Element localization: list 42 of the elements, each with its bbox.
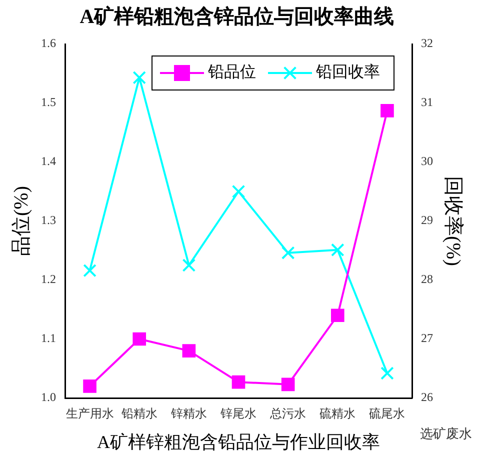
point xyxy=(330,243,344,257)
point xyxy=(132,70,146,84)
y-tick-label: 1.3 xyxy=(41,213,56,228)
chart-title: A矿样铅粗泡含锌品位与回收率曲线 xyxy=(80,5,394,28)
point xyxy=(232,184,246,198)
y-tick-label: 1.2 xyxy=(41,272,56,286)
x-tick-label: 锌尾水 xyxy=(220,406,256,420)
x-axis-title: A矿样锌粗泡含铅品位与作业回收率 xyxy=(97,432,380,452)
x-tick-label: 锌精水 xyxy=(170,406,207,420)
y2-tick-label: 32 xyxy=(421,36,433,50)
y-tick-label: 1.5 xyxy=(41,95,56,110)
x-tick-label: 总污水 xyxy=(269,406,306,420)
text: 选矿废水 xyxy=(420,426,472,441)
y2-tick-label: 26 xyxy=(421,390,433,404)
x-tick-label: 硫精水 xyxy=(320,406,356,420)
point xyxy=(83,380,96,393)
point xyxy=(330,308,344,322)
y2-axis-title: 回收率(%) xyxy=(442,176,464,266)
y2-tick-label: 27 xyxy=(421,331,433,346)
x-tick-label: 铅精水 xyxy=(120,406,158,420)
y-tick-label: 1.1 xyxy=(41,331,56,346)
point xyxy=(182,344,196,358)
point xyxy=(281,378,295,392)
point xyxy=(380,366,394,380)
point xyxy=(281,246,295,260)
point xyxy=(232,375,246,389)
y2-tick-label: 29 xyxy=(421,213,433,228)
y-tick-label: 1.4 xyxy=(41,154,56,168)
x-tick-label: 生产用水 xyxy=(66,406,114,420)
y2-tick-label: 28 xyxy=(421,272,433,286)
point xyxy=(182,258,196,272)
point xyxy=(380,104,394,118)
y2-tick-label: 30 xyxy=(421,154,433,168)
legend-label: 铅品位 xyxy=(207,64,256,82)
x-tick-label: 硫尾水 xyxy=(369,406,406,420)
point xyxy=(83,264,96,278)
y-tick-label: 1.6 xyxy=(41,36,56,50)
y-axis-title: 品位(%) xyxy=(10,186,32,256)
y2-tick-label: 31 xyxy=(421,95,433,110)
legend-label: 铅回收率 xyxy=(315,63,380,82)
y-tick-label: 1.0 xyxy=(41,390,56,404)
point xyxy=(132,332,146,346)
